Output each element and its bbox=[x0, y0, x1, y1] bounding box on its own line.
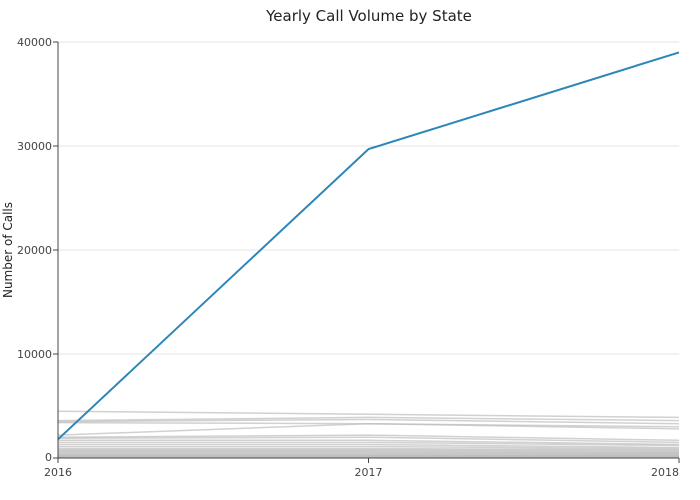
background-series-line bbox=[57, 422, 680, 436]
background-series-line bbox=[58, 441, 680, 447]
background-series-line bbox=[58, 445, 680, 450]
y-axis-title: Number of Calls bbox=[1, 202, 15, 298]
highlight-series-line bbox=[57, 51, 680, 441]
background-series-line bbox=[58, 447, 680, 451]
y-tick-label: 20000 bbox=[17, 244, 52, 257]
background-series-line bbox=[57, 434, 680, 442]
x-axis-ticks: 2016 2017 2018 bbox=[44, 458, 680, 479]
background-series-line bbox=[57, 416, 680, 422]
background-series-line bbox=[58, 449, 680, 453]
background-series-group bbox=[57, 410, 680, 459]
background-series-line bbox=[58, 439, 680, 446]
background-series-line bbox=[58, 448, 680, 452]
y-axis-ticks: 0 10000 20000 30000 40000 bbox=[17, 36, 58, 464]
background-series-line bbox=[57, 418, 680, 425]
y-tick-label: 10000 bbox=[17, 348, 52, 361]
background-series-line bbox=[57, 410, 680, 419]
gridlines bbox=[58, 41, 679, 355]
y-tick-label: 0 bbox=[45, 451, 52, 464]
x-tick-label: 2016 bbox=[44, 466, 72, 479]
chart-title: Yearly Call Volume by State bbox=[265, 7, 472, 25]
background-series-line bbox=[58, 443, 680, 449]
background-series-line bbox=[57, 436, 680, 444]
background-series-line bbox=[57, 421, 680, 430]
x-tick-label: 2017 bbox=[355, 466, 383, 479]
background-series-line bbox=[58, 452, 680, 455]
y-tick-label: 30000 bbox=[17, 140, 52, 153]
highlight-series-group bbox=[57, 51, 680, 441]
x-tick-label: 2018 bbox=[651, 466, 679, 479]
y-tick-label: 40000 bbox=[17, 36, 52, 49]
